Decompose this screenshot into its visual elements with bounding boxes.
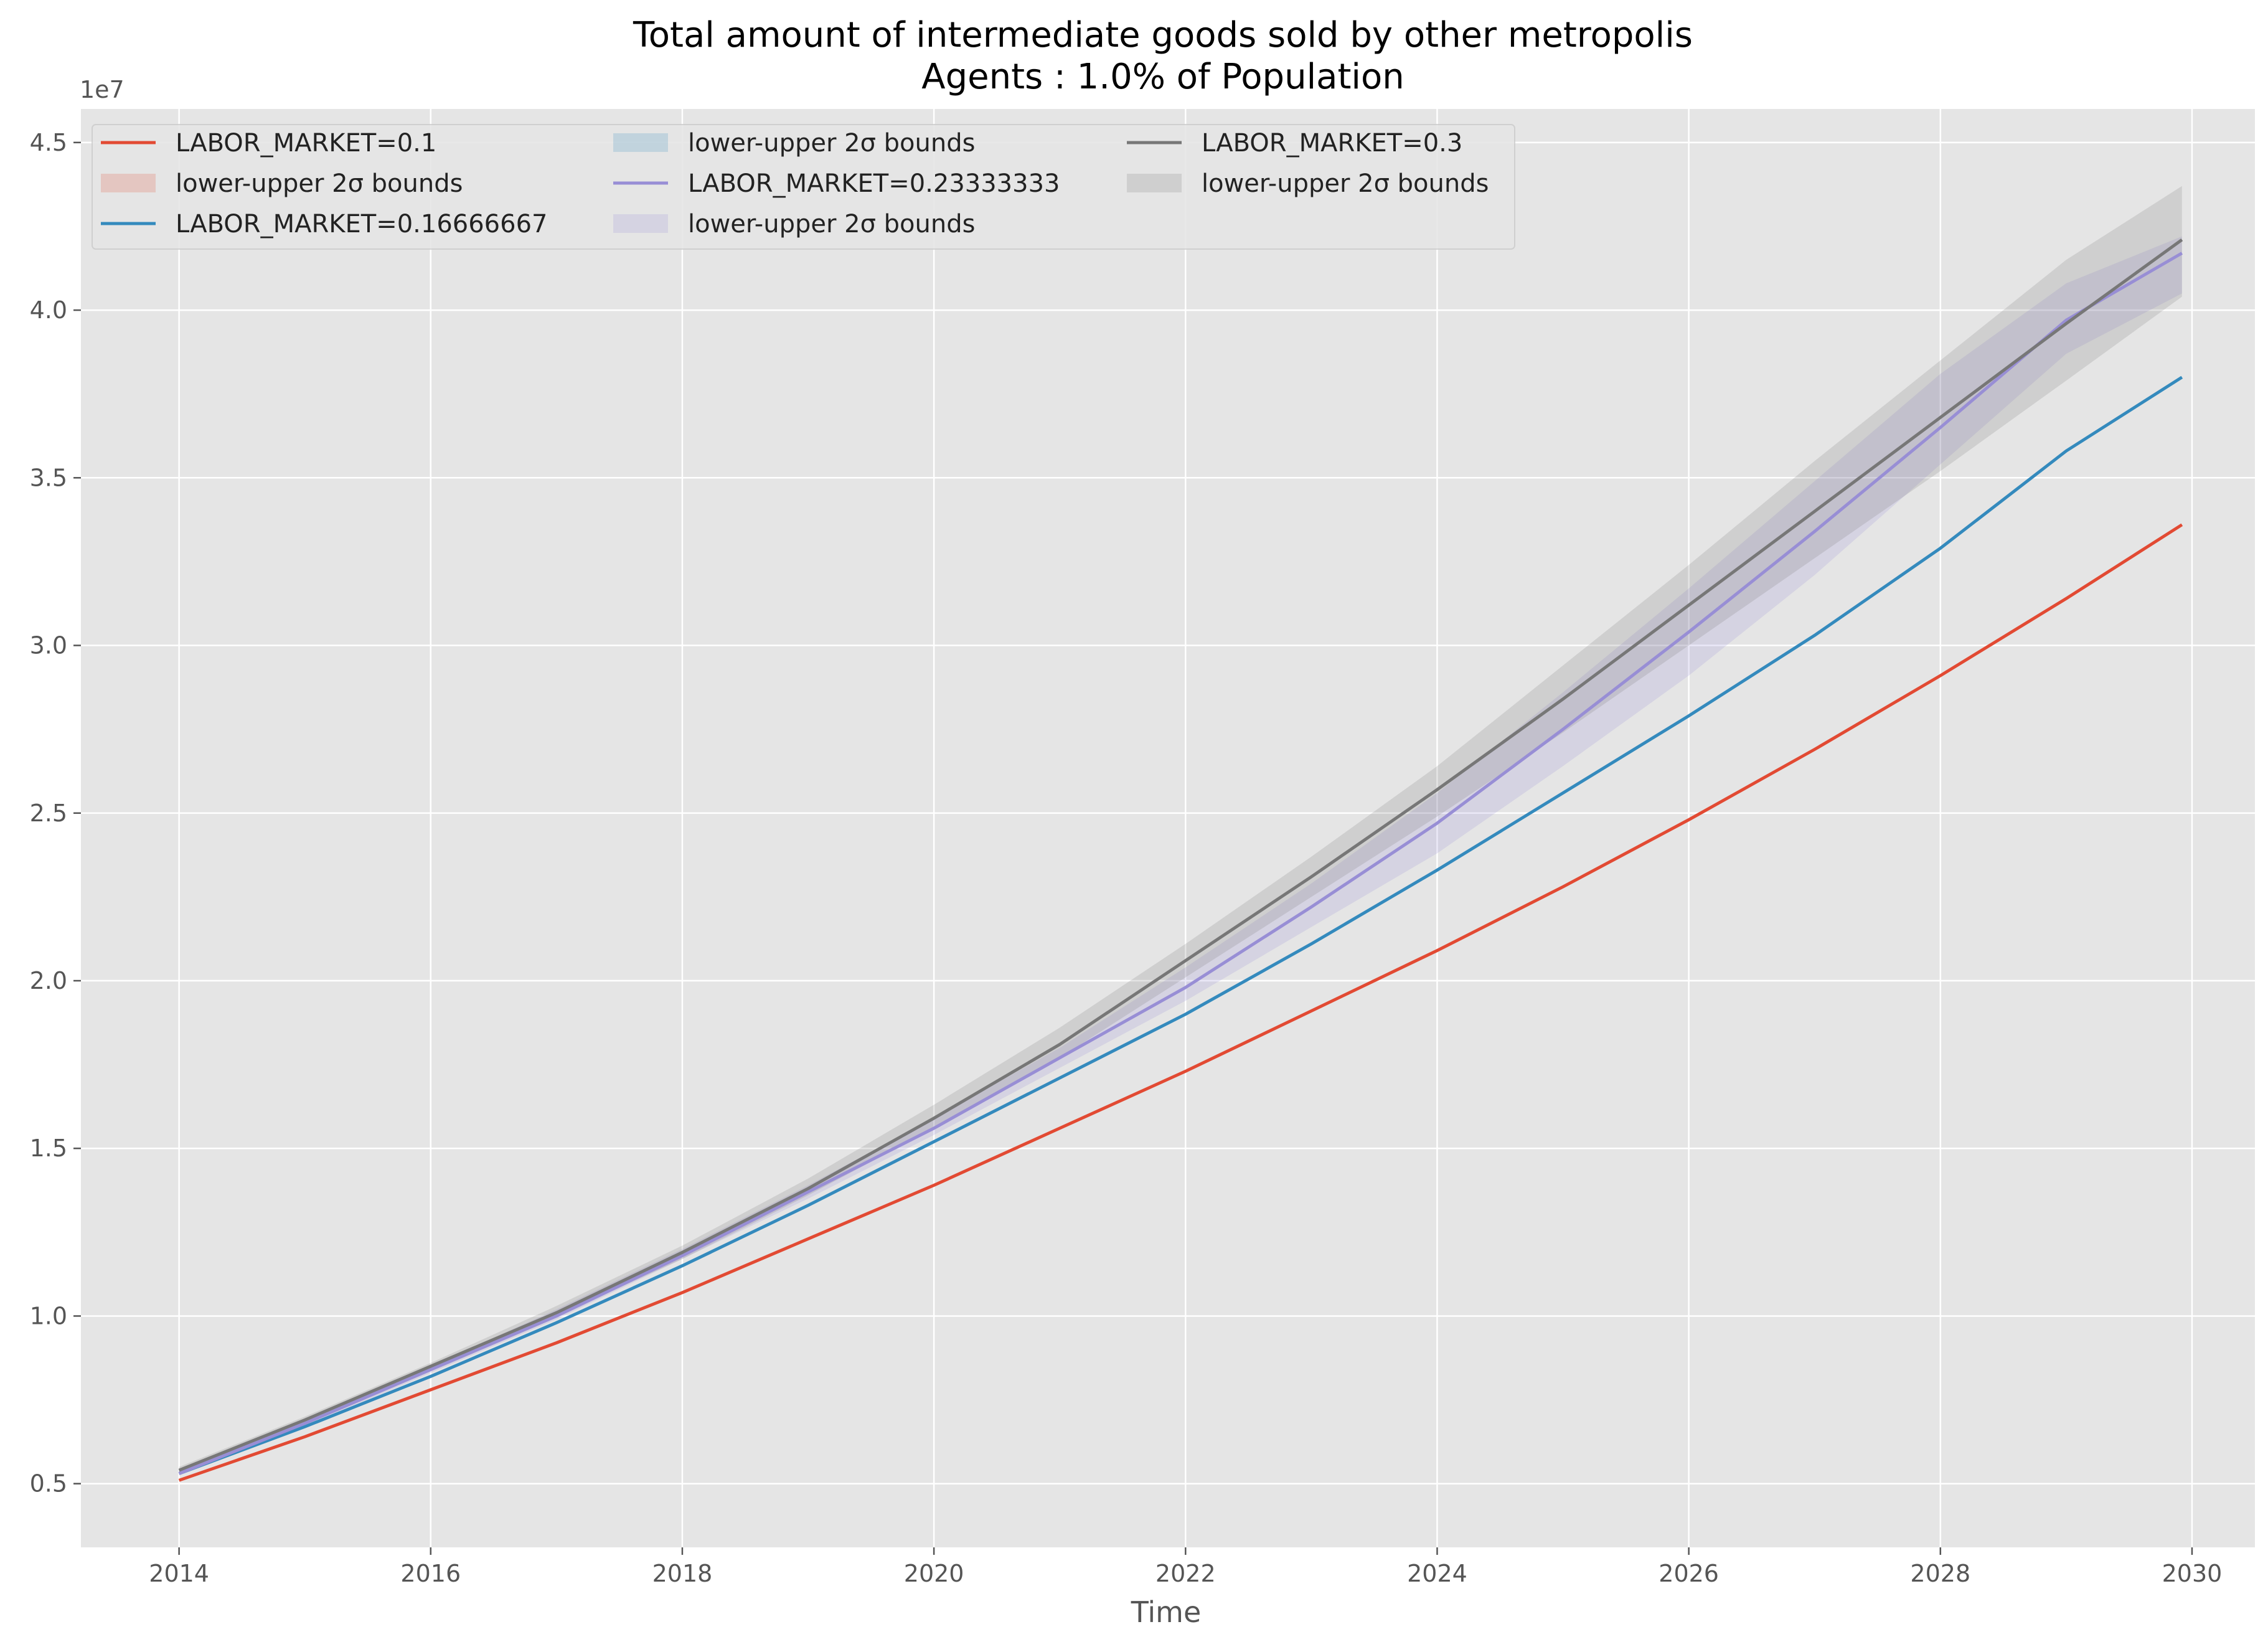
legend-label: lower-upper 2σ bounds	[688, 129, 975, 158]
legend: LABOR_MARKET=0.1 lower-upper 2σ bounds LAB…	[92, 124, 1515, 250]
x-tick-label: 2028	[1910, 1560, 1970, 1587]
legend-label: lower-upper 2σ bounds	[176, 169, 463, 198]
x-axis-label: Time	[1131, 1595, 1202, 1629]
y-tick-label: 3.5	[30, 464, 67, 491]
series-line	[178, 523, 2183, 1482]
legend-label: LABOR_MARKET=0.1	[176, 129, 436, 158]
x-tick-label: 2014	[149, 1560, 209, 1587]
legend-label: LABOR_MARKET=0.3	[1202, 129, 1462, 158]
series-line	[178, 252, 2183, 1475]
confidence-band	[179, 236, 2182, 1474]
y-tick-label: 4.5	[30, 129, 67, 156]
legend-frame	[92, 124, 1515, 250]
plot-area	[81, 109, 2255, 1547]
legend-label: LABOR_MARKET=0.23333333	[688, 169, 1060, 198]
y-tick-label: 4.0	[30, 296, 67, 324]
legend-band-swatch	[613, 214, 668, 233]
x-tick-label: 2020	[904, 1560, 964, 1587]
legend-label: lower-upper 2σ bounds	[1202, 169, 1489, 198]
chart-title: Total amount of intermediate goods sold …	[633, 15, 1693, 55]
y-tick-label: 1.0	[30, 1302, 67, 1329]
y-tick-label: 0.5	[30, 1470, 67, 1498]
x-tick-label: 2022	[1155, 1560, 1216, 1587]
grid	[81, 109, 2255, 1547]
legend-band-swatch	[613, 133, 668, 152]
confidence-bands	[179, 186, 2182, 1481]
x-tick-label: 2016	[400, 1560, 461, 1587]
chart-subtitle: Agents : 1.0% of Population	[921, 57, 1404, 97]
x-tick-label: 2018	[652, 1560, 713, 1587]
x-tick-label: 2030	[2162, 1560, 2223, 1587]
legend-label: LABOR_MARKET=0.16666667	[176, 210, 547, 238]
legend-label: lower-upper 2σ bounds	[688, 210, 975, 238]
series-line	[178, 375, 2183, 1475]
y-tick-label: 2.5	[30, 800, 67, 827]
series-line	[178, 238, 2183, 1472]
legend-band-swatch	[101, 174, 156, 192]
y-axis-ticks: 0.5 1.0 1.5 2.0 2.5 3.0 3.5 4.0 4.5	[30, 129, 81, 1498]
x-tick-label: 2024	[1407, 1560, 1467, 1587]
legend-band-swatch	[1127, 174, 1182, 192]
y-tick-label: 3.0	[30, 632, 67, 659]
series-lines	[178, 238, 2183, 1482]
y-tick-label: 1.5	[30, 1135, 67, 1162]
x-axis-ticks: 2014 2016 2018 2020 2022 2024 2026 2028 2030	[149, 1547, 2222, 1587]
y-offset-label: 1e7	[80, 76, 125, 103]
x-tick-label: 2026	[1659, 1560, 1719, 1587]
y-tick-label: 2.0	[30, 967, 67, 994]
